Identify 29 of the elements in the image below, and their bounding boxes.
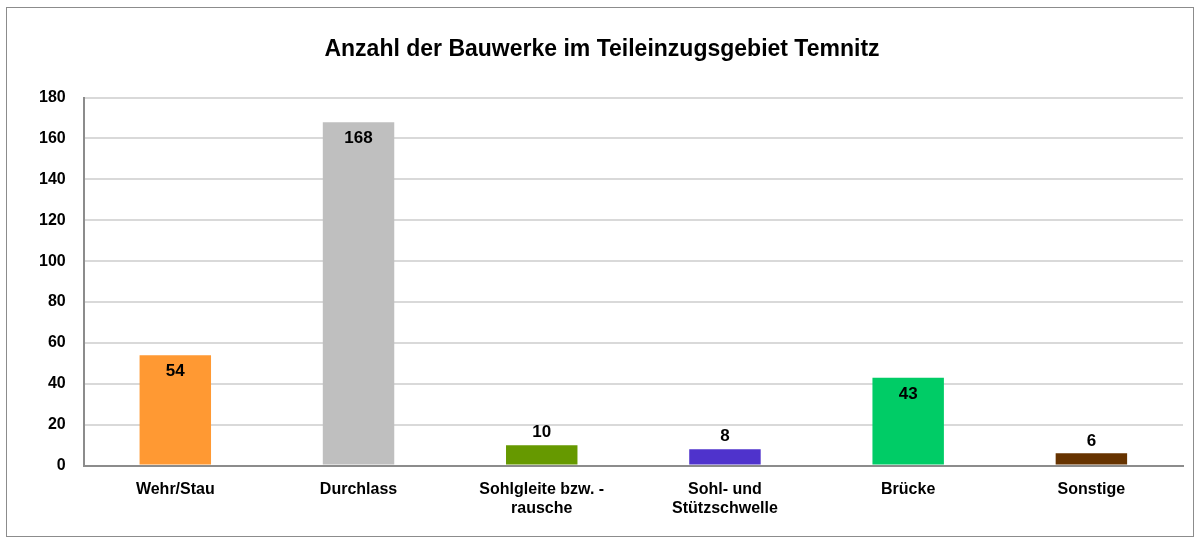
x-tick-label: Durchlass <box>319 479 398 497</box>
bar <box>322 122 395 465</box>
bar <box>872 377 944 465</box>
y-tick-label: 100 <box>38 251 66 269</box>
bar <box>689 449 761 465</box>
data-label: 168 <box>344 128 373 148</box>
y-tick-label: 140 <box>38 169 66 187</box>
x-tick-label: Wehr/Stau <box>135 479 215 497</box>
y-tick-label: 20 <box>47 415 66 433</box>
data-label: 8 <box>720 426 730 446</box>
y-tick-label: 180 <box>38 88 66 106</box>
bar <box>506 445 578 465</box>
bar <box>139 355 212 465</box>
bar <box>1055 453 1128 465</box>
chart-title: Anzahl der Bauwerke im Teileinzugsgebiet Temnitz <box>324 35 880 62</box>
x-tick-label: Brücke <box>881 479 936 497</box>
y-tick-label: 40 <box>47 374 66 392</box>
x-tick-label: Sohlgleite bzw. -rausche <box>479 479 605 516</box>
y-tick-label: 120 <box>38 210 66 228</box>
data-label: 6 <box>1086 430 1097 450</box>
x-tick-label: Sohl- und Stützschwelle <box>672 479 778 516</box>
data-label: 54 <box>165 361 186 381</box>
x-tick-label: Sonstige <box>1057 479 1126 497</box>
data-label: 10 <box>532 422 552 442</box>
y-tick-label: 60 <box>47 333 66 351</box>
y-tick-label: 80 <box>47 292 66 310</box>
y-tick-label: 160 <box>38 128 66 146</box>
y-tick-label: 0 <box>56 456 66 474</box>
data-label: 43 <box>898 383 918 403</box>
